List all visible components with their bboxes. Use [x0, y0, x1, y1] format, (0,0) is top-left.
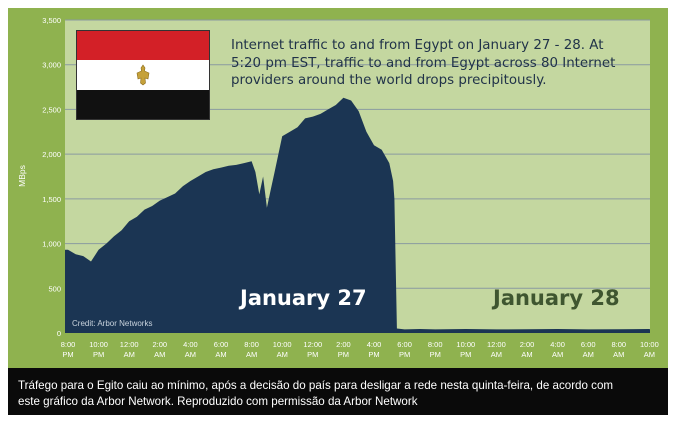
flag-red-stripe: [77, 31, 209, 61]
eagle-of-saladin-icon: [136, 64, 150, 86]
x-tick-label: 8:00: [61, 340, 76, 349]
annotation-line: Internet traffic to and from Egypt on Ja…: [231, 38, 604, 53]
x-tick-label: AM: [124, 350, 135, 359]
y-tick-label: 2,000: [42, 150, 61, 159]
chart-credit: Credit: Arbor Networks: [72, 319, 153, 328]
x-tick-label: PM: [93, 350, 104, 359]
x-tick-label: 2:00: [520, 340, 535, 349]
x-tick-label: 12:00: [487, 340, 506, 349]
annotation-line: 5:20 pm EST, traffic to and from Egypt a…: [231, 55, 616, 71]
y-tick-label: 0: [57, 329, 61, 338]
x-tick-label: 2:00: [336, 340, 351, 349]
x-tick-label: 2:00: [152, 340, 167, 349]
x-tick-label: 4:00: [183, 340, 198, 349]
x-tick-label: 6:00: [214, 340, 229, 349]
x-tick-label: PM: [62, 350, 73, 359]
traffic-area: [65, 97, 650, 333]
x-tick-label: AM: [613, 350, 624, 359]
x-tick-label: AM: [491, 350, 502, 359]
x-tick-label: 10:00: [273, 340, 292, 349]
x-tick-label: PM: [338, 350, 349, 359]
x-tick-label: 10:00: [456, 340, 475, 349]
x-tick-label: 10:00: [89, 340, 108, 349]
x-tick-label: AM: [521, 350, 532, 359]
annotation-line: providers around the world drops precipi…: [231, 73, 547, 88]
x-tick-label: 12:00: [303, 340, 322, 349]
x-tick-label: AM: [215, 350, 226, 359]
x-tick-label: PM: [307, 350, 318, 359]
x-tick-label: 8:00: [428, 340, 443, 349]
x-tick-label: AM: [583, 350, 594, 359]
flag-black-stripe: [77, 89, 209, 119]
y-tick-label: 1,500: [42, 195, 61, 204]
caption-line: este gráfico da Arbor Network. Reproduzi…: [18, 394, 418, 408]
day-label-january-28: January 28: [493, 286, 620, 310]
y-tick-labels: 0 500 1,000 1,500 2,000 2,500 3,000 3,500: [42, 16, 61, 338]
y-tick-label: 3,500: [42, 16, 61, 25]
x-tick-label: AM: [552, 350, 563, 359]
x-tick-label: 6:00: [581, 340, 596, 349]
x-tick-label: 4:00: [550, 340, 565, 349]
x-tick-label: PM: [430, 350, 441, 359]
x-tick-label: PM: [460, 350, 471, 359]
x-tick-label: PM: [368, 350, 379, 359]
y-axis-label: MBps: [17, 165, 27, 187]
x-tick-label: 8:00: [244, 340, 259, 349]
chart-figure: 0 500 1,000 1,500 2,000 2,500 3,000 3,500 8:00 P…: [8, 8, 668, 415]
x-tick-label: AM: [246, 350, 257, 359]
x-tick-label: 4:00: [367, 340, 382, 349]
y-tick-label: 1,000: [42, 240, 61, 249]
y-tick-label: 3,000: [42, 61, 61, 70]
flag-white-stripe: [77, 60, 209, 90]
x-tick-label: AM: [644, 350, 655, 359]
photo-caption: Tráfego para o Egito caiu ao mínimo, apó…: [18, 378, 663, 409]
y-tick-label: 2,500: [42, 105, 61, 114]
x-tick-label: AM: [185, 350, 196, 359]
day-label-january-27: January 27: [240, 286, 367, 310]
x-tick-label: PM: [399, 350, 410, 359]
x-tick-label: AM: [154, 350, 165, 359]
x-tick-label: 12:00: [120, 340, 139, 349]
x-tick-label: 8:00: [611, 340, 626, 349]
x-tick-label: 6:00: [397, 340, 412, 349]
x-tick-label: 10:00: [640, 340, 659, 349]
x-tick-labels: 8:00PM10:00PM12:00AM2:00AM4:00AM6:00AM8:…: [61, 340, 659, 359]
chart-annotation: Internet traffic to and from Egypt on Ja…: [231, 37, 641, 90]
y-tick-label: 500: [48, 284, 61, 293]
egypt-flag: [76, 30, 210, 120]
x-tick-label: AM: [277, 350, 288, 359]
caption-line: Tráfego para o Egito caiu ao mínimo, apó…: [18, 379, 614, 392]
